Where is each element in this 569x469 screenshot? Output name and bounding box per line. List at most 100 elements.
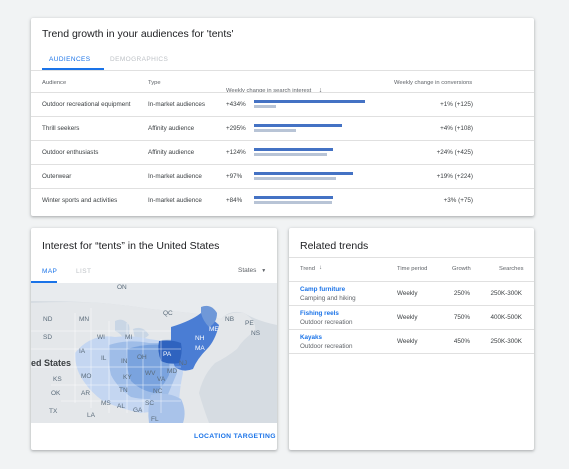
audience-name: Outdoor recreational equipment (42, 101, 131, 108)
map-label-fl: FL (151, 416, 159, 423)
related-trend-name[interactable]: Camp furniture (300, 286, 346, 293)
map-label-ky: KY (123, 374, 132, 381)
related-trend-name[interactable]: Fishing reels (300, 310, 339, 317)
tabs-divider (31, 70, 534, 71)
column-header-audience: Audience (42, 80, 67, 86)
map-label-tn: TN (119, 387, 128, 394)
map-label-ma: MA (195, 345, 205, 352)
audience-type: In-market audience (148, 197, 202, 204)
map-label-mo: MO (81, 373, 91, 380)
audience-type: In-market audience (148, 173, 202, 180)
row-divider (31, 164, 534, 165)
search-change-baseline-bar (254, 129, 297, 132)
related-header-divider (289, 281, 534, 282)
search-change-bar (254, 124, 342, 127)
related-top-divider (289, 257, 534, 258)
map-label-ns: NS (251, 330, 261, 337)
states-dropdown[interactable]: States ▼ (238, 267, 266, 274)
map-label-mi: MI (125, 334, 132, 341)
related-trend-category: Outdoor recreation (300, 319, 353, 326)
audience-type: In-market audiences (148, 101, 206, 108)
map-label-nj: NJ (179, 360, 187, 367)
map-label-pa: PA (163, 351, 172, 358)
search-change-bar (254, 196, 333, 199)
audience-trends-card: Trend growth in your audiences for 'tent… (31, 18, 534, 216)
map-label-nd: ND (43, 316, 53, 323)
conversion-change-value: +3% (+75) (443, 197, 473, 204)
related-column-period: Time period (397, 266, 428, 272)
interest-tier-northeast (170, 313, 219, 371)
map-label-in: IN (121, 358, 128, 365)
map-label-ga: GA (133, 407, 143, 414)
related-row-divider (289, 353, 534, 354)
interest-tier-high (126, 344, 170, 393)
map-label-ar: AR (81, 390, 90, 397)
audience-name: Winter sports and activities (42, 197, 118, 204)
search-change-value: +434% (226, 101, 246, 108)
dropdown-caret-icon: ▼ (261, 268, 267, 274)
great-lakes (115, 319, 177, 347)
interest-map-title: Interest for “tents” in the United State… (42, 240, 220, 252)
map-label-oh: OH (137, 354, 147, 361)
map-label-on: ON (117, 284, 127, 291)
active-map-tab-indicator (31, 281, 57, 283)
search-change-value: +97% (226, 173, 243, 180)
map-label-nb: NB (225, 316, 234, 323)
related-sort-icon: ↓ (319, 265, 322, 271)
map-label-united-states: ed States (31, 358, 71, 368)
search-change-baseline-bar (254, 177, 337, 180)
audience-name: Thrill seekers (42, 125, 80, 132)
map-label-nh: NH (195, 335, 205, 342)
map-label-va: VA (157, 376, 166, 383)
column-header-weekly-conversions: Weekly change in conversions (394, 80, 473, 86)
search-change-bar (254, 172, 353, 175)
map-label-ms: MS (101, 400, 111, 407)
tab-audiences[interactable]: AUDIENCES (49, 56, 91, 63)
related-trend-period: Weekly (397, 338, 418, 345)
map-label-pe: PE (245, 320, 254, 327)
audience-type: Affinity audience (148, 125, 195, 132)
map-label-il: IL (101, 355, 107, 362)
map-label-ks: KS (53, 376, 62, 383)
audience-name: Outerwear (42, 173, 72, 180)
conversion-change-value: +4% (+108) (440, 125, 473, 132)
tab-map[interactable]: MAP (42, 268, 58, 275)
search-change-baseline-bar (254, 105, 277, 108)
map-label-mn: MN (79, 316, 89, 323)
search-change-bar (254, 100, 365, 103)
map-label-ok: OK (51, 390, 61, 397)
interest-tier-maine (201, 305, 217, 327)
map-label-sc: SC (145, 400, 154, 407)
related-trend-period: Weekly (397, 290, 418, 297)
conversion-change-value: +24% (+425) (436, 149, 473, 156)
column-header-type: Type (148, 80, 161, 86)
column-header-weekly-search[interactable]: Weekly change in search interest ↓ (226, 79, 322, 97)
map-label-qc: QC (163, 310, 173, 317)
related-column-searches: Searches (499, 266, 524, 272)
header-divider (31, 92, 534, 93)
related-trend-category: Camping and hiking (300, 295, 356, 302)
search-change-value: +84% (226, 197, 243, 204)
related-row-divider (289, 305, 534, 306)
related-trend-growth: 450% (453, 338, 470, 345)
map-label-wi: WI (97, 334, 105, 341)
map-label-sd: SD (43, 334, 52, 341)
tab-demographics[interactable]: DEMOGRAPHICS (110, 56, 169, 63)
search-change-bar (254, 148, 333, 151)
weekly-search-label: Weekly change in search interest (226, 88, 312, 94)
search-change-baseline-bar (254, 201, 332, 204)
tab-list[interactable]: LIST (76, 268, 92, 275)
interest-map-card: Interest for “tents” in the United State… (31, 228, 277, 450)
map-label-nc: NC (153, 388, 163, 395)
row-divider (31, 116, 534, 117)
related-trend-searches: 250K-300K (490, 338, 522, 345)
location-targeting-link[interactable]: LOCATION TARGETING (194, 433, 276, 440)
search-change-value: +295% (226, 125, 246, 132)
related-column-growth: Growth (452, 266, 471, 272)
related-trend-name[interactable]: Kayaks (300, 334, 323, 341)
us-interest-map[interactable]: ON NB ND MN QC PE NS SD WI MI NH ME MA I… (31, 283, 277, 423)
related-trend-growth: 250% (453, 290, 470, 297)
states-dropdown-label: States (238, 267, 257, 274)
map-label-md: MD (167, 368, 177, 375)
interest-tier-top (158, 340, 182, 364)
